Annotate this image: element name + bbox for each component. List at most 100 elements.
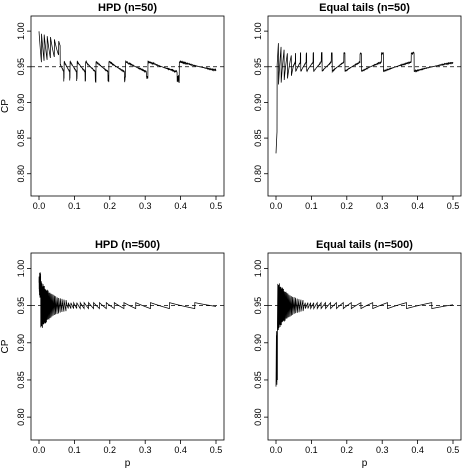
- x-tick-label: 0.5: [210, 445, 223, 455]
- panel-title: HPD (n=50): [98, 2, 157, 14]
- x-tick-label: 0.1: [68, 445, 81, 455]
- x-tick-label: 0.3: [376, 201, 389, 211]
- data-point: [198, 70, 199, 71]
- x-tick-label: 0.4: [174, 201, 187, 211]
- y-tick-label: 0.80: [16, 165, 26, 183]
- data-point: [81, 70, 82, 71]
- x-tick-label: 0.2: [341, 445, 354, 455]
- data-point: [102, 63, 103, 64]
- data-point: [346, 305, 347, 306]
- data-point: [435, 69, 436, 70]
- plot-frame: [30, 252, 225, 441]
- data-point: [109, 70, 110, 71]
- data-point: [282, 309, 283, 310]
- x-tick-label: 0.4: [174, 445, 187, 455]
- panel-1: HPD (n=50) 0.0 0.1 0.2 0.3 0.4 0.5 0.80 0.85 0.90…: [0, 2, 225, 211]
- x-tick-label: 0.4: [411, 201, 424, 211]
- data-point: [145, 70, 146, 71]
- y-tick-label: 0.80: [16, 408, 26, 426]
- data-point: [38, 45, 39, 46]
- data-point: [127, 66, 128, 67]
- data-point: [49, 45, 50, 46]
- data-point: [45, 301, 46, 302]
- data-point: [452, 73, 453, 74]
- cp-series-line: [275, 283, 454, 387]
- data-point: [282, 80, 283, 81]
- panel-title: HPD (n=500): [95, 239, 160, 251]
- plot-frame: [267, 15, 462, 197]
- data-point: [275, 173, 276, 174]
- y-tick-label: 0.95: [16, 58, 26, 76]
- data-point: [279, 102, 280, 103]
- panel-title: Equal tails (n=50): [319, 2, 410, 14]
- plot-frame: [30, 15, 225, 197]
- data-point: [74, 73, 75, 74]
- data-point: [56, 55, 57, 56]
- data-point: [45, 41, 46, 42]
- y-tick-label: 0.95: [16, 297, 26, 315]
- data-point: [215, 306, 216, 307]
- data-point: [417, 305, 418, 306]
- data-point: [215, 73, 216, 74]
- data-point: [452, 306, 453, 307]
- y-tick-label: 0.90: [253, 94, 263, 112]
- data-point: [275, 305, 276, 306]
- x-tick-label: 0.0: [33, 201, 46, 211]
- data-point: [277, 290, 278, 291]
- cp-series-line: [275, 43, 454, 154]
- data-point: [42, 38, 43, 39]
- data-point: [95, 73, 96, 74]
- y-tick-label: 0.90: [16, 94, 26, 112]
- y-tick-label: 0.95: [253, 297, 263, 315]
- data-point: [63, 66, 64, 67]
- x-tick-label: 0.2: [104, 445, 117, 455]
- y-tick-label: 0.80: [253, 165, 263, 183]
- panel-4: Equal tails (n=500) 0.0 0.1 0.2 0.3 0.4 0.5 0.8…: [253, 239, 462, 469]
- x-tick-label: 0.3: [139, 445, 152, 455]
- y-tick-label: 0.85: [16, 129, 26, 147]
- data-point: [293, 63, 294, 64]
- data-point: [40, 290, 41, 291]
- cp-series-line: [38, 272, 217, 328]
- data-point: [56, 305, 57, 306]
- y-tick-label: 1.00: [16, 22, 26, 40]
- x-tick-label: 0.5: [447, 201, 460, 211]
- y-tick-label: 0.85: [16, 371, 26, 389]
- x-axis-title: p: [125, 458, 131, 469]
- data-point: [293, 305, 294, 306]
- x-tick-label: 0.0: [33, 445, 46, 455]
- x-tick-label: 0.1: [305, 445, 318, 455]
- data-point: [180, 68, 181, 69]
- y-tick-label: 0.85: [253, 129, 263, 147]
- data-point: [277, 38, 278, 39]
- data-point: [38, 305, 39, 306]
- x-tick-label: 0.3: [376, 445, 389, 455]
- data-point: [297, 70, 298, 71]
- data-point: [39, 272, 40, 273]
- x-tick-label: 0.3: [139, 201, 152, 211]
- data-point: [70, 63, 71, 64]
- x-axis-title: p: [362, 458, 368, 469]
- data-point: [417, 68, 418, 69]
- data-point: [329, 59, 330, 60]
- panel-title: Equal tails (n=500): [316, 239, 413, 251]
- y-tick-label: 1.00: [253, 22, 263, 40]
- x-tick-label: 0.5: [447, 445, 460, 455]
- x-tick-label: 0.5: [210, 201, 223, 211]
- data-point: [311, 304, 312, 305]
- data-point: [290, 59, 291, 60]
- x-tick-label: 0.2: [341, 201, 354, 211]
- data-point: [286, 66, 287, 67]
- y-axis-title: CP: [0, 339, 11, 353]
- data-point: [276, 402, 277, 403]
- x-tick-label: 0.2: [104, 201, 117, 211]
- y-tick-label: 0.80: [253, 408, 263, 426]
- data-point: [74, 304, 75, 305]
- y-axis-title: CP: [0, 99, 11, 113]
- plot-frame: [267, 252, 462, 441]
- x-tick-label: 0.1: [305, 201, 318, 211]
- data-point: [109, 305, 110, 306]
- y-tick-label: 0.90: [253, 334, 263, 352]
- data-point: [278, 320, 279, 321]
